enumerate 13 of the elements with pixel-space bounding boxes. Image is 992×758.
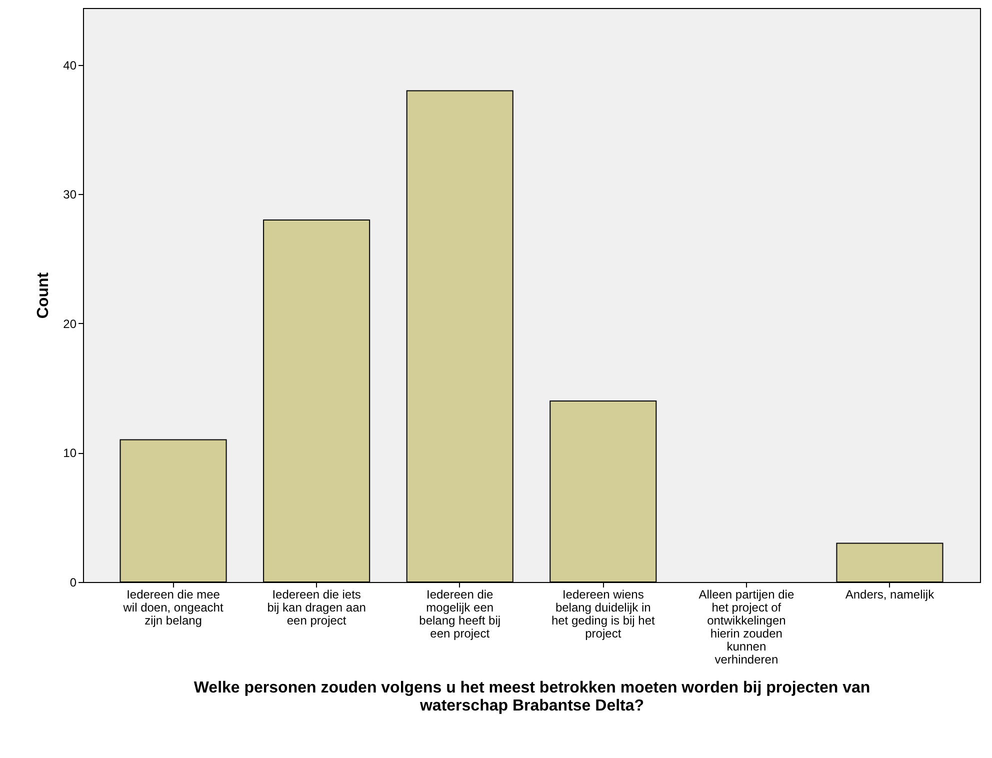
x-tick-label: Iedereen wiens belang duidelijk in het geding is bij het project <box>551 588 656 640</box>
y-tick-label: 0 <box>70 576 77 590</box>
x-tick-label: Iedereen die iets bij kan dragen aan een project <box>267 588 366 628</box>
y-tick-label: 10 <box>63 446 77 460</box>
x-tick-label: Iedereen die mogelijk een belang heeft bij een project <box>419 588 501 640</box>
x-axis-title: Welke personen zouden volgens u het meest betrokken moeten worden bij projecten van waterschap Brabantse Delta? <box>194 680 870 714</box>
x-tick-label: Iedereen die mee wil doen, ongeacht zijn belang <box>122 588 224 628</box>
y-tick-label: 40 <box>63 58 77 72</box>
x-tick-label: Alleen partijen die het project of ontwikkelingen hierin zouden kunnen verhinderen <box>698 588 794 666</box>
x-tick-label: Anders, namelijk <box>845 588 936 602</box>
y-axis-title: Count <box>35 272 52 319</box>
y-tick-label: 20 <box>63 316 77 331</box>
y-tick-label: 30 <box>63 188 77 202</box>
